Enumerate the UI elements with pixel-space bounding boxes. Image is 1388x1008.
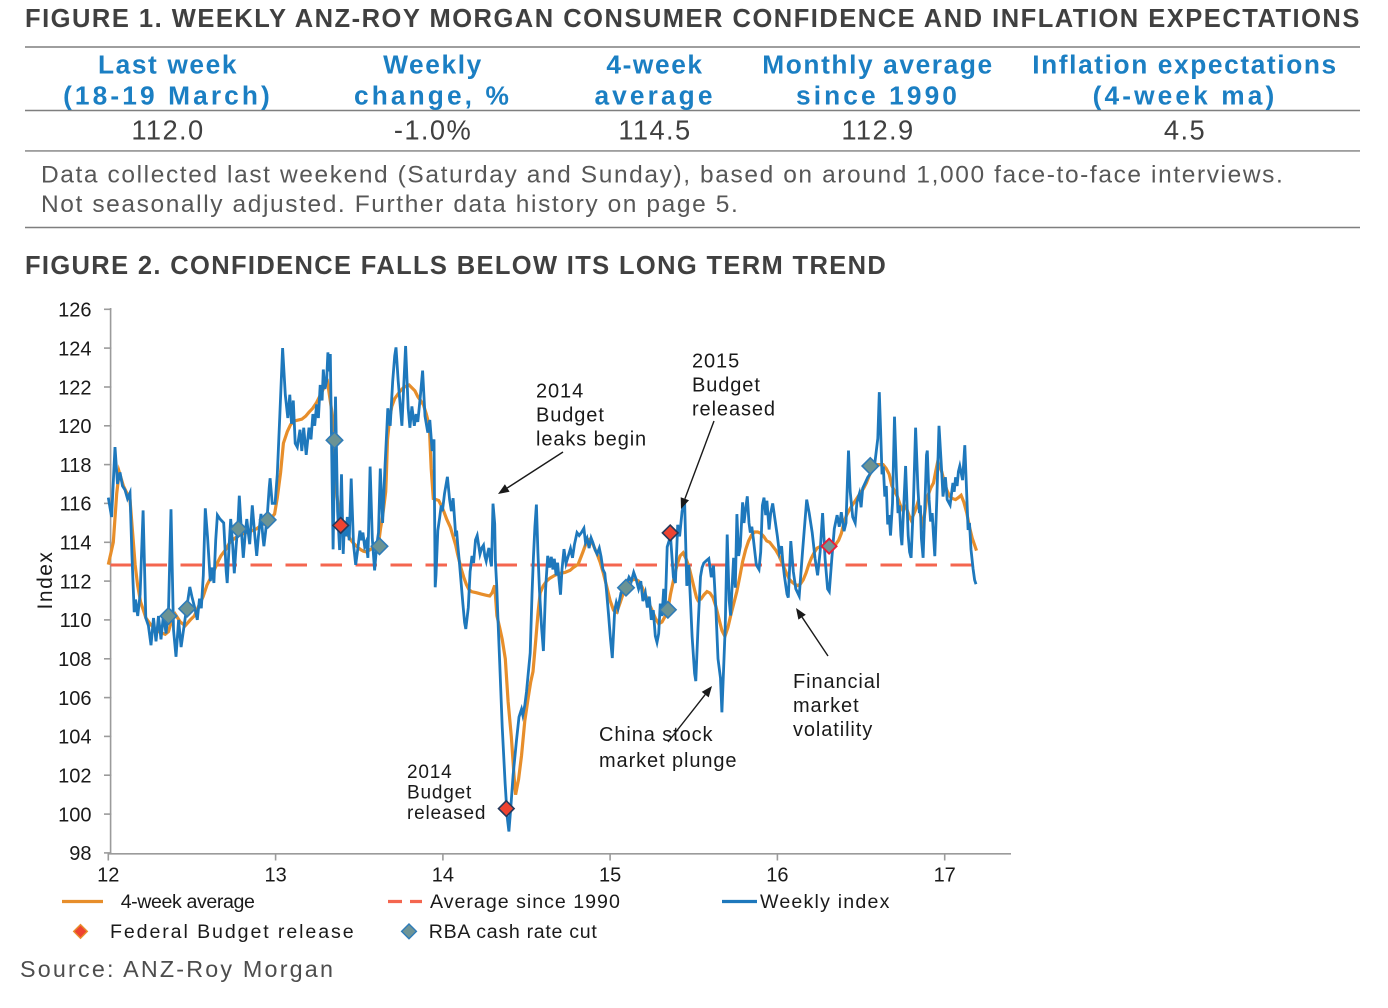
- svg-text:112.9: 112.9: [841, 114, 914, 145]
- svg-text:110: 110: [60, 610, 92, 632]
- svg-text:Budget: Budget: [536, 405, 605, 427]
- svg-text:126: 126: [58, 300, 91, 322]
- svg-text:(4-week ma): (4-week ma): [1093, 81, 1278, 111]
- svg-text:Source: ANZ-Roy Morgan: Source: ANZ-Roy Morgan: [20, 956, 335, 982]
- svg-text:Index: Index: [34, 551, 57, 610]
- svg-text:112.0: 112.0: [131, 114, 204, 145]
- svg-text:-1.0%: -1.0%: [394, 114, 472, 145]
- svg-text:change, %: change, %: [354, 81, 512, 111]
- svg-text:Last week: Last week: [98, 50, 238, 80]
- svg-text:17: 17: [934, 865, 956, 887]
- svg-text:(18-19 March): (18-19 March): [63, 81, 273, 111]
- svg-text:112: 112: [60, 571, 92, 593]
- svg-text:Federal Budget release: Federal Budget release: [110, 921, 356, 943]
- svg-text:100: 100: [58, 804, 91, 826]
- svg-text:4-week average: 4-week average: [121, 891, 255, 913]
- svg-text:120: 120: [58, 416, 91, 438]
- svg-text:market plunge: market plunge: [599, 750, 737, 772]
- svg-text:RBA cash rate cut: RBA cash rate cut: [429, 921, 598, 943]
- svg-text:since 1990: since 1990: [796, 81, 960, 111]
- svg-text:released: released: [407, 803, 486, 824]
- svg-text:FIGURE 2. CONFIDENCE FALLS BEL: FIGURE 2. CONFIDENCE FALLS BELOW ITS LON…: [25, 252, 887, 280]
- svg-text:124: 124: [58, 338, 91, 360]
- svg-text:Weekly index: Weekly index: [760, 891, 891, 913]
- svg-text:Monthly average: Monthly average: [762, 50, 994, 80]
- svg-text:Budget: Budget: [407, 783, 472, 804]
- svg-text:16: 16: [766, 865, 788, 887]
- svg-text:2015: 2015: [692, 351, 740, 373]
- svg-text:98: 98: [69, 843, 91, 865]
- svg-text:Weekly: Weekly: [383, 50, 483, 80]
- svg-text:China stock: China stock: [599, 724, 713, 746]
- svg-text:average: average: [594, 81, 715, 111]
- svg-text:15: 15: [599, 865, 621, 887]
- svg-text:Average since 1990: Average since 1990: [430, 891, 621, 913]
- svg-text:2014: 2014: [407, 762, 452, 783]
- svg-text:Budget: Budget: [692, 375, 761, 397]
- svg-text:2014: 2014: [536, 381, 584, 403]
- svg-text:4.5: 4.5: [1164, 114, 1206, 145]
- svg-text:Data collected last weekend (S: Data collected last weekend (Saturday an…: [41, 162, 1284, 189]
- svg-text:106: 106: [58, 688, 91, 710]
- svg-text:14: 14: [432, 865, 454, 887]
- svg-text:market: market: [793, 695, 860, 717]
- svg-text:leaks begin: leaks begin: [536, 429, 647, 451]
- svg-text:Financial: Financial: [793, 671, 881, 693]
- svg-text:4-week: 4-week: [606, 50, 703, 80]
- svg-text:volatility: volatility: [793, 719, 873, 741]
- svg-text:122: 122: [58, 377, 91, 399]
- svg-text:114.5: 114.5: [618, 114, 691, 145]
- svg-text:FIGURE 1. WEEKLY ANZ-ROY MORGA: FIGURE 1. WEEKLY ANZ-ROY MORGAN CONSUMER…: [25, 5, 1361, 33]
- svg-text:13: 13: [264, 865, 286, 887]
- svg-text:released: released: [692, 399, 776, 421]
- svg-text:Not seasonally adjusted. Furth: Not seasonally adjusted. Further data hi…: [41, 191, 739, 218]
- svg-text:104: 104: [58, 727, 91, 749]
- svg-text:102: 102: [58, 766, 91, 788]
- svg-text:116: 116: [60, 494, 92, 516]
- svg-text:118: 118: [60, 455, 92, 477]
- svg-text:12: 12: [97, 865, 119, 887]
- svg-text:Inflation expectations: Inflation expectations: [1032, 50, 1338, 80]
- svg-text:108: 108: [58, 649, 91, 671]
- svg-text:114: 114: [60, 533, 92, 555]
